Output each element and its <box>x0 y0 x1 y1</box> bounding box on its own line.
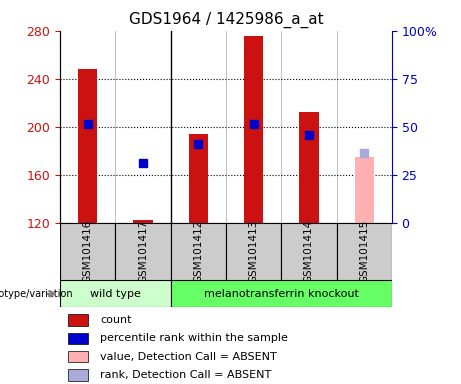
Bar <box>355 157 374 223</box>
Bar <box>68 369 88 381</box>
Text: GSM101415: GSM101415 <box>359 220 369 283</box>
Bar <box>189 134 208 223</box>
Text: percentile rank within the sample: percentile rank within the sample <box>100 333 288 343</box>
Bar <box>68 351 88 362</box>
Text: melanotransferrin knockout: melanotransferrin knockout <box>204 289 359 299</box>
FancyBboxPatch shape <box>115 223 171 280</box>
Text: GSM101416: GSM101416 <box>83 220 93 283</box>
FancyBboxPatch shape <box>60 280 171 307</box>
Text: count: count <box>100 315 131 325</box>
FancyBboxPatch shape <box>171 280 392 307</box>
Text: GSM101413: GSM101413 <box>248 220 259 283</box>
Bar <box>244 36 263 223</box>
FancyBboxPatch shape <box>337 223 392 280</box>
FancyBboxPatch shape <box>60 223 115 280</box>
Text: GSM101412: GSM101412 <box>193 220 203 283</box>
Text: genotype/variation: genotype/variation <box>0 289 73 299</box>
Text: value, Detection Call = ABSENT: value, Detection Call = ABSENT <box>100 352 277 362</box>
FancyBboxPatch shape <box>171 223 226 280</box>
Text: GSM101417: GSM101417 <box>138 220 148 283</box>
Bar <box>68 333 88 344</box>
Bar <box>68 314 88 326</box>
Text: wild type: wild type <box>90 289 141 299</box>
Text: rank, Detection Call = ABSENT: rank, Detection Call = ABSENT <box>100 370 271 380</box>
FancyBboxPatch shape <box>226 223 281 280</box>
Bar <box>133 220 153 223</box>
Bar <box>299 112 319 223</box>
FancyBboxPatch shape <box>281 223 337 280</box>
Text: GSM101414: GSM101414 <box>304 220 314 283</box>
Title: GDS1964 / 1425986_a_at: GDS1964 / 1425986_a_at <box>129 12 323 28</box>
Bar <box>78 69 97 223</box>
